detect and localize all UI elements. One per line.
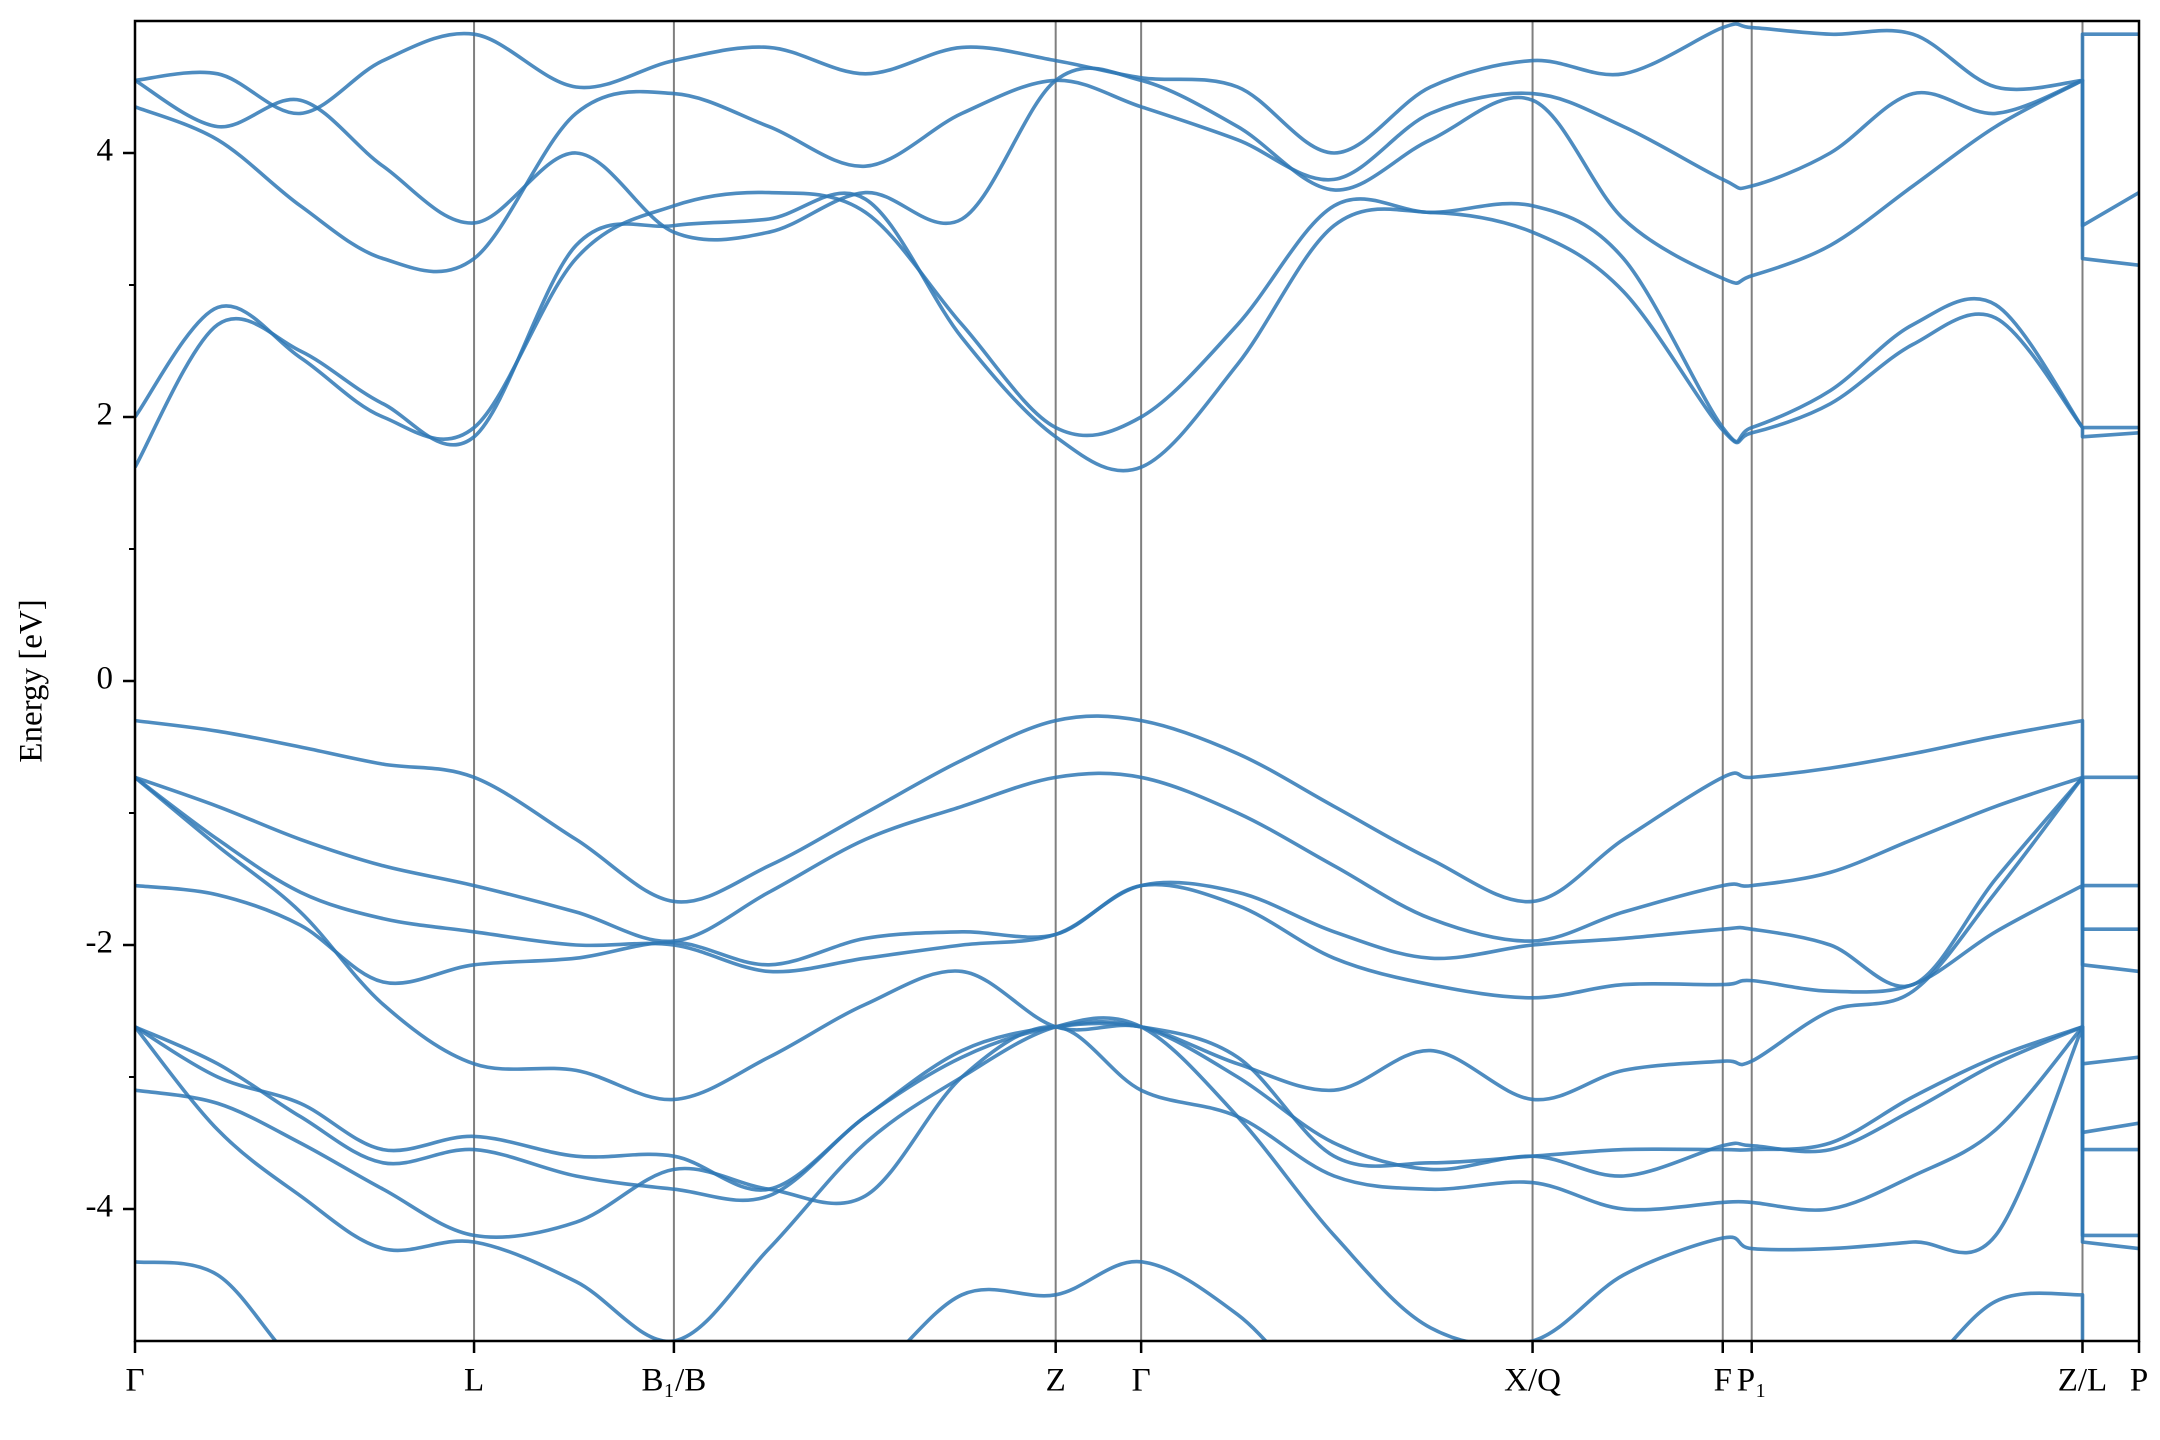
band-line <box>135 1025 2139 1251</box>
y-tick-label: -4 <box>86 1189 114 1225</box>
y-axis-label: Energy [eV] <box>14 599 50 762</box>
band-line <box>135 1016 2139 1341</box>
x-tick-label: P₁ <box>1737 1363 1767 1399</box>
band-line <box>135 78 2139 274</box>
band-line <box>135 771 2139 944</box>
band-line <box>135 714 2139 904</box>
y-tick-label: 0 <box>97 661 114 697</box>
x-tick-label: P <box>2130 1363 2148 1399</box>
x-tick-label: Z <box>1046 1363 1066 1399</box>
x-tick-label: Γ <box>1132 1363 1151 1399</box>
band-line <box>135 775 2139 1102</box>
x-tick-label: Γ <box>125 1363 144 1399</box>
y-tick-label: 2 <box>97 397 114 433</box>
x-tick-label: L <box>464 1363 484 1399</box>
band-line <box>135 882 2139 1000</box>
band-line <box>135 66 2139 285</box>
band-line <box>135 190 2139 444</box>
band-line <box>135 1021 2139 1192</box>
x-tick-label: X/Q <box>1504 1363 1561 1399</box>
x-tick-label: F <box>1714 1363 1732 1399</box>
x-tick-label: B₁/B <box>642 1363 707 1399</box>
band-line <box>135 1259 2085 1341</box>
band-line <box>135 775 2139 989</box>
band-line <box>135 22 2139 155</box>
y-tick-label: -2 <box>86 925 114 961</box>
x-tick-label: Z/L <box>2058 1363 2107 1399</box>
band-line <box>135 191 2139 473</box>
y-tick-label: 4 <box>97 133 114 169</box>
band-line <box>135 1019 2139 1203</box>
